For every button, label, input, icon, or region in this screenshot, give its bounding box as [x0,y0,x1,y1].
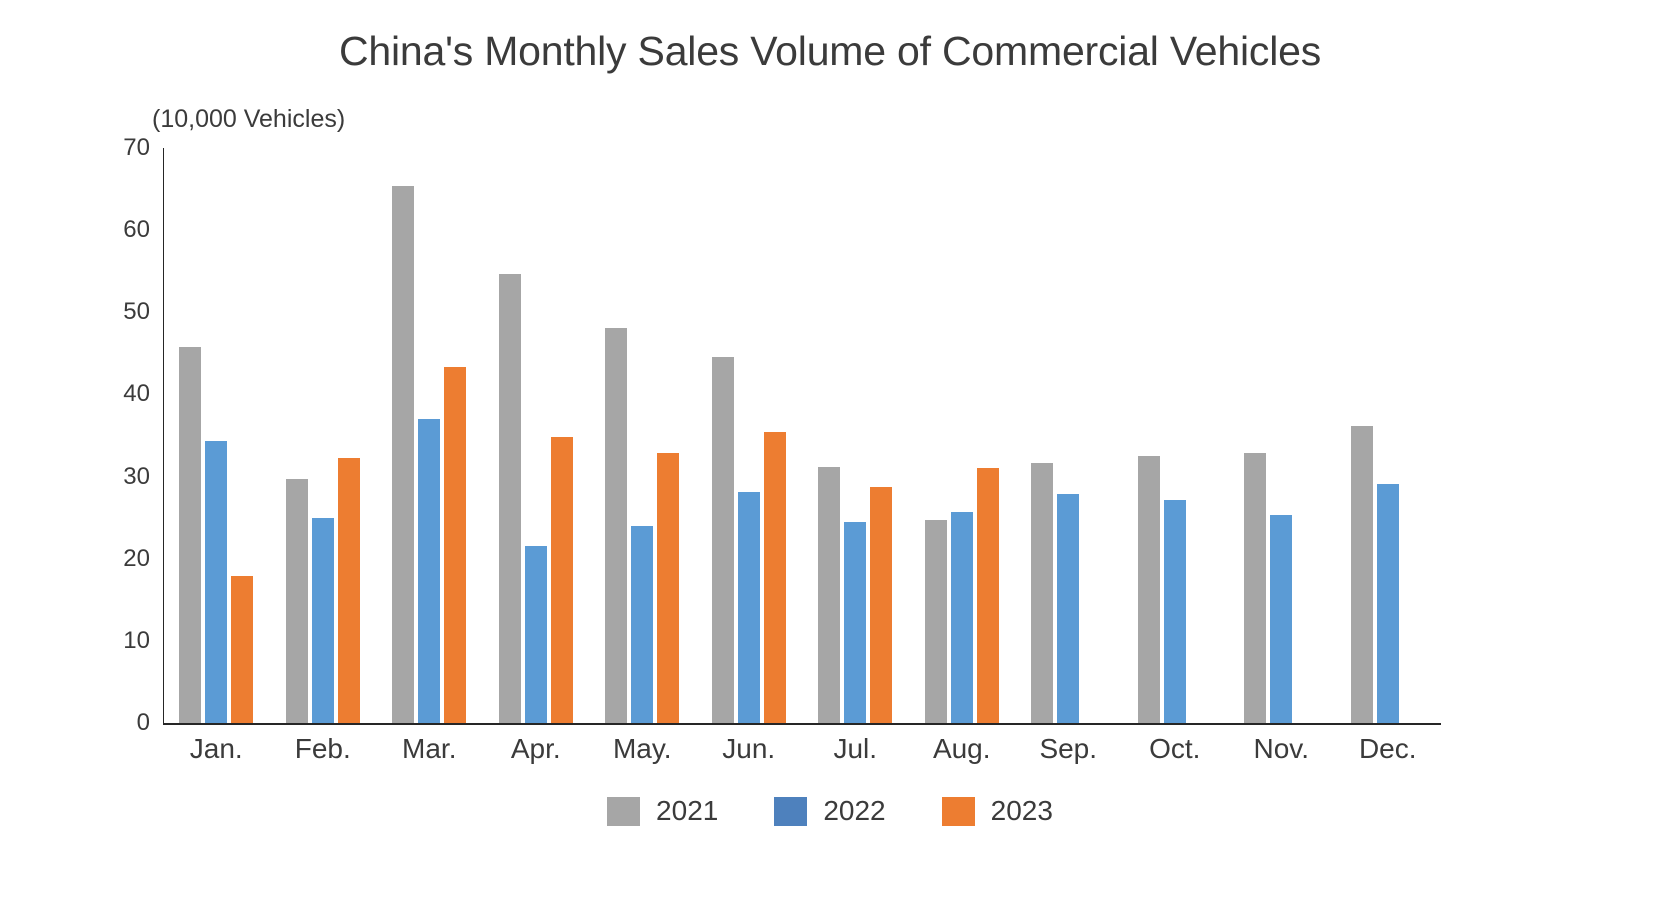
bar-2023-jun[interactable] [763,432,786,723]
y-tick-label: 40 [123,380,150,408]
y-tick-label: 70 [123,134,150,161]
bar-2023-mar[interactable] [444,366,467,723]
bar-group [392,148,467,723]
bar-2021-may[interactable] [605,327,628,723]
x-tick-label: Jun. [722,733,776,764]
bar-2022-dec[interactable] [1376,483,1399,723]
bar-2021-nov[interactable] [1244,452,1267,723]
bar-2022-jan[interactable] [205,441,228,723]
bar-2022-aug[interactable] [950,511,973,723]
bar-2022-may[interactable] [631,525,654,723]
bar-2021-jun[interactable] [711,357,734,723]
bar-2021-dec[interactable] [1350,425,1373,723]
legend-item-2022[interactable]: 2022 [774,795,886,827]
x-tick-label: Jan. [189,733,243,764]
bar-2021-apr[interactable] [498,273,521,723]
legend-label: 2023 [990,795,1053,826]
bar-2021-oct[interactable] [1137,456,1160,723]
x-tick-label: Feb. [294,733,351,764]
bar-2022-oct[interactable] [1163,500,1186,723]
bar-2021-sep[interactable] [1031,462,1054,723]
x-tick-label: Mar. [402,733,457,764]
legend-item-2023[interactable]: 2023 [941,795,1053,827]
bar-2022-mar[interactable] [418,419,441,723]
bar-2023-apr[interactable] [550,437,573,723]
bar-group [1137,148,1212,723]
bar-group [498,148,573,723]
x-tick-label: Sep. [1039,733,1098,764]
x-axis-line [163,723,1441,725]
x-tick-label: Aug. [932,733,991,764]
bar-2023-may[interactable] [657,452,680,723]
y-axis-tick-labels: 0 10 20 30 40 50 60 70 [88,136,150,735]
bar-2022-nov[interactable] [1270,515,1293,723]
bar-group [285,148,360,723]
bar-2023-aug[interactable] [976,467,999,723]
legend-swatch-icon [774,796,808,826]
x-tick-label: Nov. [1253,733,1310,764]
bar-group [818,148,893,723]
legend-swatch-icon [607,796,641,826]
legend-label: 2021 [656,795,719,826]
bar-group [711,148,786,723]
bar-2022-jul[interactable] [844,521,867,723]
y-axis-line [163,148,164,723]
bar-2022-apr[interactable] [524,545,547,723]
bar-group [1031,148,1105,723]
bar-2021-jul[interactable] [818,466,841,723]
bar-group [179,148,254,723]
plot-area [163,148,1441,723]
y-tick-label: 60 [123,216,150,244]
y-axis-unit-label: (10,000 Vehicles) [152,105,346,133]
bar-group [924,148,999,723]
x-axis-tick-labels: Jan. Feb. Mar. Apr. May. Jun. Jul. Aug. Sep. Oct.… [163,733,1441,777]
bar-2021-jan[interactable] [179,346,202,723]
legend-swatch-icon [941,796,975,826]
chart-title: China's Monthly Sales Volume of Commerci… [338,28,1322,74]
legend-label: 2022 [823,795,886,826]
y-tick-label: 10 [123,626,150,654]
y-tick-label: 0 [136,709,150,736]
y-tick-label: 30 [123,462,150,490]
bar-group [1244,148,1318,723]
bar-2021-mar[interactable] [392,185,415,723]
bar-2023-jan[interactable] [231,575,254,723]
bar-2023-jul[interactable] [870,487,893,723]
legend-item-2021[interactable]: 2021 [607,795,718,827]
y-tick-label: 50 [123,298,150,326]
bar-2022-feb[interactable] [311,518,334,723]
bar-group [605,148,680,723]
x-tick-label: Apr. [510,733,561,764]
x-tick-label: May. [612,733,672,764]
bar-2022-jun[interactable] [737,492,760,723]
x-tick-label: Oct. [1149,733,1201,764]
y-tick-label: 20 [123,544,150,572]
bar-2023-feb[interactable] [337,457,360,723]
x-tick-label: Dec. [1358,733,1417,764]
x-tick-label: Jul. [833,733,878,764]
bar-2021-feb[interactable] [285,479,308,723]
bar-group [1350,148,1425,723]
bar-2022-sep[interactable] [1057,493,1080,723]
chart-legend: 2021 2022 2023 [0,795,1660,827]
bar-2021-aug[interactable] [924,520,947,723]
